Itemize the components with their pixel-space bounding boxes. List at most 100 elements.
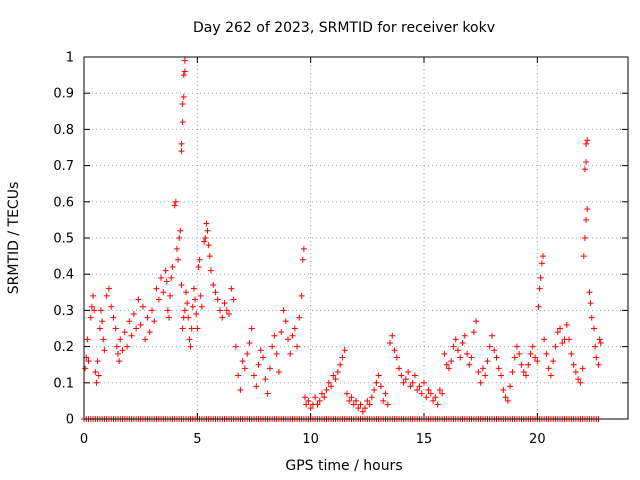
data-point [160,289,167,296]
data-point [545,365,552,372]
data-point [300,245,307,252]
data-point [596,336,603,343]
data-point [116,358,123,365]
data-point [389,332,396,339]
data-point [228,285,235,292]
y-tick-label-7: 0.7 [53,159,74,174]
x-tick-label-4: 20 [529,432,546,447]
data-point [536,285,543,292]
data-point [587,300,594,307]
data-point [223,307,230,314]
data-point [206,253,213,260]
data-point [357,401,364,408]
data-point [197,292,204,299]
data-point [547,372,554,379]
data-point [568,350,575,357]
data-point [82,365,89,372]
data-point [434,401,441,408]
data-point [255,361,262,368]
data-point [371,387,378,394]
data-point [532,354,539,361]
data-point [516,350,523,357]
data-point [180,72,187,79]
data-point [257,347,264,354]
data-point [192,296,199,303]
data-point [450,343,457,350]
data-point [90,292,97,299]
data-point [214,296,221,303]
data-point [321,394,328,401]
data-point [316,397,323,404]
data-point [221,300,228,307]
data-point [264,390,271,397]
y-tick-label-1: 0.1 [53,376,74,391]
data-point [537,274,544,281]
data-point [275,368,282,375]
data-point [87,314,94,321]
axis-ticks [83,56,628,420]
data-point [343,390,350,397]
data-point [101,347,108,354]
data-point [583,158,590,165]
data-point [396,365,403,372]
data-point [158,274,165,281]
data-point [543,350,550,357]
data-point [484,358,491,365]
data-point [430,397,437,404]
y-tick-label-10: 1 [66,51,74,66]
data-point [581,166,588,173]
x-tick-label-1: 5 [193,432,201,447]
data-point [595,361,602,368]
data-point [405,368,412,375]
x-tick-label-3: 15 [416,432,433,447]
y-tick-label-5: 0.5 [53,232,74,247]
data-point [149,307,155,314]
data-point [190,285,197,292]
data-point [172,198,179,205]
data-point [212,289,219,296]
data-point [443,361,450,368]
data-point [457,354,464,361]
data-point [179,325,186,332]
data-point [201,238,208,245]
data-point [373,379,380,386]
data-point [461,332,468,339]
data-point [84,336,91,343]
data-point [251,372,257,379]
data-point [164,307,171,314]
data-point [591,325,597,332]
chart-grid [84,57,628,419]
data-point [387,339,393,346]
data-point [332,376,339,383]
data-point [575,376,582,383]
data-point [226,311,233,318]
data-point [452,336,459,343]
data-point [583,140,590,147]
data-point [439,390,446,397]
data-point [180,93,187,100]
data-point [513,343,520,350]
data-point [364,397,371,404]
data-point [230,296,237,303]
x-tick-label-2: 10 [302,432,319,447]
data-point [144,314,151,321]
data-point [168,274,175,281]
data-point [241,365,248,372]
data-point [563,321,570,328]
data-point [88,303,95,310]
data-point [204,227,211,234]
data-point [400,379,407,386]
data-point [282,318,289,325]
data-point [121,329,128,336]
data-point [187,343,194,350]
data-point [479,365,486,372]
data-point [262,376,269,383]
data-point [178,282,185,289]
data-point [593,354,600,361]
data-point [489,332,495,339]
data-point [179,119,186,126]
data-point [580,253,587,260]
data-point [108,303,115,310]
data-point [393,354,400,361]
